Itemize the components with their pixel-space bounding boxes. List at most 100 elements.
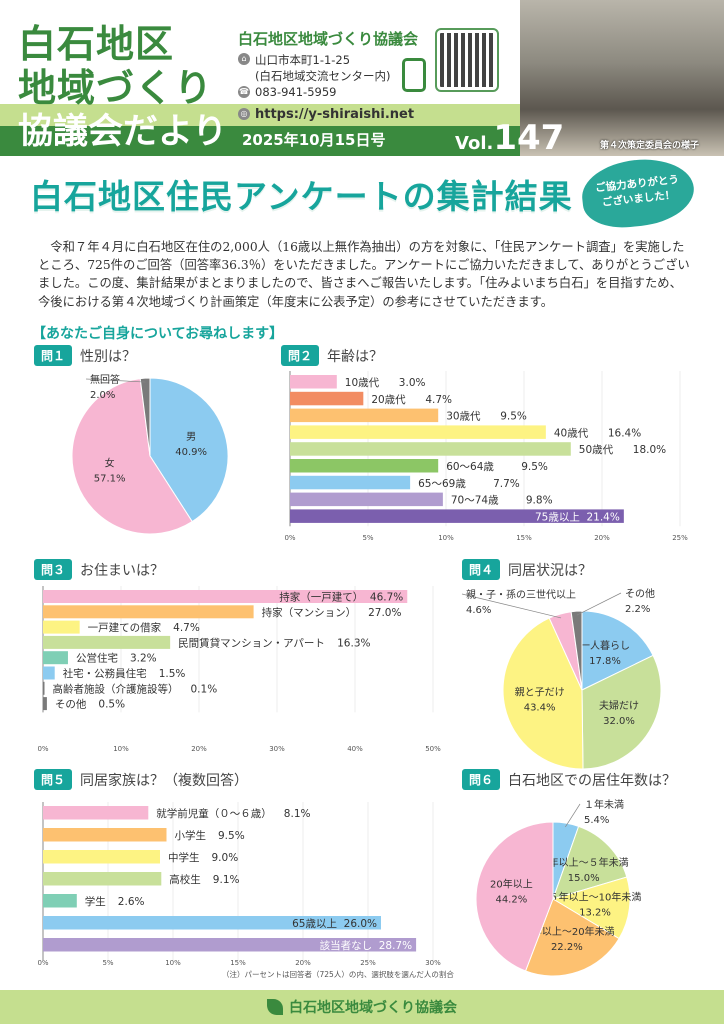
pie-slice xyxy=(139,377,151,457)
bar-label: その他 xyxy=(55,698,87,711)
tick-label: 5% xyxy=(362,534,373,542)
leaf-logo-icon xyxy=(267,999,283,1015)
slice-value: 57.1% xyxy=(94,474,126,485)
leader-line xyxy=(576,592,622,616)
tick-label: 25% xyxy=(360,959,376,967)
vol-number: 147 xyxy=(493,118,565,158)
bar xyxy=(43,635,171,649)
bar xyxy=(43,938,417,952)
pie-slice xyxy=(524,898,620,977)
photo-caption: 第４次策定委員会の様子 xyxy=(600,141,700,151)
pie-slice xyxy=(552,825,628,900)
bar xyxy=(43,806,149,820)
bar xyxy=(43,620,80,634)
bar xyxy=(43,590,408,603)
pie-slice xyxy=(581,610,654,691)
question-title: 性別は？ xyxy=(80,348,137,365)
vol-prefix: Vol. xyxy=(455,133,494,154)
question-title: お住まいは？ xyxy=(80,562,165,579)
bar-value: 8.1% xyxy=(284,808,311,820)
bar-value: 0.1% xyxy=(191,683,218,695)
tick-label: 10% xyxy=(113,745,129,753)
slice-label: 男 xyxy=(186,431,196,443)
question-title: 白石地区での居住年数は？ xyxy=(508,772,677,789)
bar-value: 28.7% xyxy=(379,940,412,952)
slice-label: １年以上〜５年未満 xyxy=(539,856,629,869)
bar-value: 9.0% xyxy=(212,852,239,864)
q5-heading: 問５ 同居家族は？（複数回答） xyxy=(34,769,248,790)
volume-number: Vol.147 xyxy=(455,118,564,158)
bar-value: 9.8% xyxy=(526,495,553,507)
question-badge: 問２ xyxy=(281,345,320,366)
section-heading: 【あなたご自身についてお尋ねします】 xyxy=(32,326,284,342)
bar-value: 4.7% xyxy=(173,622,200,634)
bar xyxy=(290,408,439,423)
website-link[interactable]: https://y-shiraishi.net xyxy=(255,107,415,122)
bar-value: 16.3% xyxy=(337,637,370,649)
leader-line xyxy=(565,803,581,828)
bar-label: 一戸建ての借家 xyxy=(88,621,162,634)
slice-value: 40.9% xyxy=(175,447,207,458)
bar-label: 社宅・公務員住宅 xyxy=(63,667,147,680)
leader-line xyxy=(85,378,146,383)
pie-slice xyxy=(475,821,554,972)
bar xyxy=(43,697,47,711)
footer-org-name: 白石地区地域づくり協議会 xyxy=(289,1000,457,1016)
bar-label: 40歳代 xyxy=(554,427,589,439)
slice-label: ５年以上〜10年未満 xyxy=(549,890,642,903)
tick-label: 15% xyxy=(516,534,532,542)
phone-number: 083-941-5959 xyxy=(255,85,337,99)
slice-value: 15.0% xyxy=(568,873,600,884)
smartphone-icon xyxy=(402,58,426,92)
bar xyxy=(43,605,254,619)
bar-value: 1.5% xyxy=(159,668,186,680)
tick-label: 10% xyxy=(165,959,181,967)
bar xyxy=(43,681,45,695)
address: ⌂ 山口市本町1-1-25 (白石地域交流センター内) xyxy=(238,52,390,84)
bar-value: 9.5% xyxy=(521,461,548,473)
tick-label: 20% xyxy=(594,534,610,542)
slice-label: 親・子・孫の三世代以上 xyxy=(466,588,576,601)
slice-label: 20年以上 xyxy=(490,877,533,890)
tick-label: 25% xyxy=(672,534,688,542)
bar-value: 18.0% xyxy=(633,444,666,456)
bar-label: 65〜69歳 xyxy=(418,478,466,490)
slice-value: 17.8% xyxy=(589,656,621,667)
tick-label: 0% xyxy=(37,959,48,967)
tick-label: 15% xyxy=(230,959,246,967)
bar-value: 9.1% xyxy=(213,874,240,886)
globe-icon: ◎ xyxy=(238,108,250,120)
qr-code[interactable] xyxy=(435,28,499,92)
bar-label: 10歳代 xyxy=(345,377,380,389)
question-badge: 問１ xyxy=(34,345,73,366)
bar-value: 4.7% xyxy=(425,394,452,406)
bar-label: 高校生 xyxy=(169,873,201,886)
question-title: 同居家族は？（複数回答） xyxy=(80,772,249,789)
slice-label: 無回答 xyxy=(90,373,120,386)
bar xyxy=(43,894,77,908)
slice-value: 22.2% xyxy=(551,942,583,953)
header-band-light xyxy=(0,104,520,126)
leader-line xyxy=(461,593,562,619)
bar-value: 9.5% xyxy=(218,830,245,842)
slice-value: 5.4% xyxy=(584,815,609,826)
tick-label: 40% xyxy=(347,745,363,753)
bar-value: 2.6% xyxy=(118,896,145,908)
bar-label: 60〜64歳 xyxy=(446,461,494,473)
newsletter-masthead: 白石地区 地域づくり 協議会だより xyxy=(18,22,227,154)
header-band-dark xyxy=(0,126,520,156)
slice-label: 一人暮らし xyxy=(580,639,630,652)
bar xyxy=(290,442,571,456)
bar-label: 該当者なし xyxy=(320,939,373,952)
question-badge: 問３ xyxy=(34,559,73,580)
address-line: (白石地域交流センター内) xyxy=(255,69,391,83)
masthead-line: 地域づくり xyxy=(18,66,214,110)
question-badge: 問５ xyxy=(34,769,73,790)
bar-label: 30歳代 xyxy=(446,411,481,423)
tick-label: 10% xyxy=(438,534,454,542)
tick-label: 5% xyxy=(102,959,113,967)
bar-label: 70〜74歳 xyxy=(451,495,499,507)
bar-label: 学生 xyxy=(85,895,106,908)
website[interactable]: ◎ https://y-shiraishi.net xyxy=(238,107,414,122)
